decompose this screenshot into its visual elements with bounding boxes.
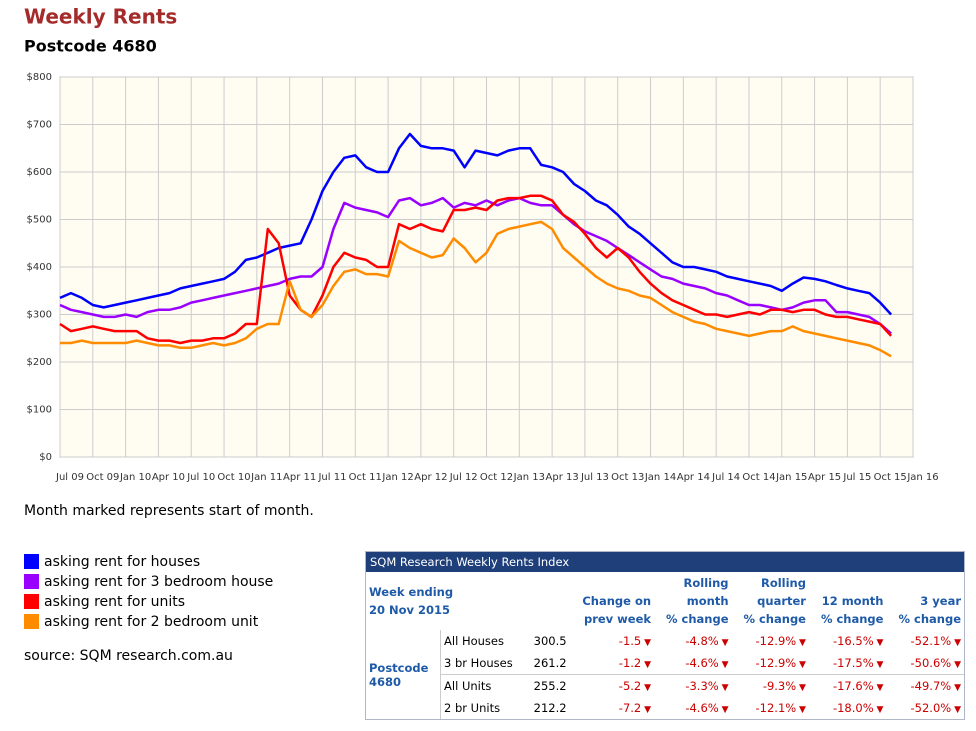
row-label: 3 br Houses [444, 656, 513, 670]
change-value: -3.3% [654, 674, 732, 697]
x-tick-label: Jan 10 [119, 472, 151, 483]
column-header: Rolling month % change [666, 576, 729, 626]
table: Week ending 20 Nov 2015 Change on prev wee… [366, 572, 964, 719]
change-value: -17.6% [808, 674, 887, 697]
change-value: -4.6% [654, 697, 731, 719]
y-tick-label: $600 [27, 167, 52, 178]
x-tick-label: Apr 11 [283, 472, 316, 483]
legend-label: asking rent for 3 bedroom house [44, 574, 273, 590]
legend-label: asking rent for 2 bedroom unit [44, 614, 259, 630]
row-label: All Units [440, 674, 526, 697]
column-header: Change on prev week [582, 594, 652, 626]
y-tick-label: $200 [27, 357, 52, 368]
change-value: -7.2 [570, 697, 654, 719]
x-tick-label: Apr 10 [152, 472, 185, 483]
chart-subtitle: Postcode 4680 [24, 37, 157, 56]
x-tick-label: Jan 16 [906, 472, 938, 483]
row-label: 2 br Units [444, 701, 501, 715]
chart-title: Weekly Rents [24, 5, 177, 29]
table-row: 2 br Units 212.2-7.2-4.6%-12.1%-18.0%-52.… [366, 697, 964, 719]
x-tick-label: Jul 10 [186, 472, 215, 483]
rents-table: SQM Research Weekly Rents Index Week end… [365, 551, 965, 720]
legend-label: asking rent for units [44, 594, 185, 610]
column-header: Rolling quarter % change [743, 576, 806, 626]
rent-value: 300.5 [533, 634, 567, 648]
table-title: SQM Research Weekly Rents Index [366, 552, 964, 572]
x-tick-label: Jan 14 [644, 472, 676, 483]
change-value: -18.0% [809, 697, 886, 719]
x-tick-label: Apr 14 [677, 472, 710, 483]
x-tick-label: Jul 09 [55, 472, 84, 483]
x-tick-label: Oct 13 [611, 472, 644, 483]
y-tick-label: $300 [27, 310, 52, 321]
x-tick-label: Jan 15 [775, 472, 807, 483]
change-value: -16.5% [809, 630, 886, 652]
x-tick-label: Jan 12 [381, 472, 413, 483]
week-label: Week ending [369, 585, 454, 599]
week-header: Week ending 20 Nov 2015 [366, 572, 570, 630]
x-tick-label: Apr 15 [808, 472, 841, 483]
series-line [59, 194, 893, 345]
source: source: SQM research.com.au [24, 648, 233, 664]
series-line [60, 220, 892, 358]
x-tick-label: Jan 13 [513, 472, 545, 483]
series-line [59, 196, 892, 335]
legend-swatch [24, 614, 39, 629]
column-header: 12 month % change [820, 594, 884, 626]
legend-swatch [24, 594, 39, 609]
x-tick-label: Jul 13 [580, 472, 609, 483]
x-tick-label: Jul 12 [449, 472, 478, 483]
x-tick-label: Oct 15 [874, 472, 907, 483]
x-tick-label: Oct 14 [742, 472, 775, 483]
y-tick-label: $0 [39, 452, 52, 463]
legend-label: asking rent for houses [44, 554, 200, 570]
y-tick-label: $100 [27, 405, 52, 416]
rent-value: 255.2 [525, 674, 570, 697]
change-value: -12.9% [732, 630, 809, 652]
x-tick-label: Oct 09 [86, 472, 119, 483]
change-value: -1.2 [570, 652, 654, 675]
change-value: -4.8% [654, 630, 731, 652]
change-value: -50.6% [886, 652, 964, 675]
x-tick-label: Jul 14 [711, 472, 740, 483]
legend-swatch [24, 574, 39, 589]
change-value: -1.5 [570, 630, 654, 652]
change-value: -52.0% [886, 697, 964, 719]
row-label: All Houses [444, 634, 504, 648]
y-tick-label: $700 [27, 120, 52, 131]
x-tick-label: Apr 12 [414, 472, 447, 483]
group-label: Postcode 4680 [366, 630, 442, 719]
x-tick-label: Oct 11 [349, 472, 382, 483]
rent-value: 212.2 [533, 701, 567, 715]
change-value: -12.9% [732, 652, 809, 675]
change-value: -17.5% [809, 652, 886, 675]
change-value: -4.6% [654, 652, 731, 675]
x-tick-label: Apr 13 [546, 472, 579, 483]
x-tick-label: Oct 10 [217, 472, 250, 483]
column-header: 3 year % change [898, 594, 961, 626]
week-date: 20 Nov 2015 [369, 603, 451, 617]
table-row: 3 br Houses 261.2-1.2-4.6%-12.9%-17.5%-50… [366, 652, 964, 675]
x-tick-label: Jan 11 [250, 472, 282, 483]
y-tick-label: $800 [27, 72, 52, 83]
x-tick-label: Oct 12 [480, 472, 513, 483]
legend-swatch [24, 554, 39, 569]
change-value: -12.1% [732, 697, 809, 719]
change-value: -9.3% [731, 674, 809, 697]
note: Month marked represents start of month. [24, 503, 314, 519]
series-line [59, 132, 893, 316]
change-value: -49.7% [886, 674, 964, 697]
change-value: -52.1% [886, 630, 964, 652]
x-tick-label: Jul 15 [842, 472, 871, 483]
x-tick-label: Jul 11 [317, 472, 346, 483]
y-tick-label: $400 [27, 262, 52, 273]
rent-value: 261.2 [533, 656, 567, 670]
y-tick-label: $500 [27, 215, 52, 226]
change-value: -5.2 [569, 674, 655, 697]
